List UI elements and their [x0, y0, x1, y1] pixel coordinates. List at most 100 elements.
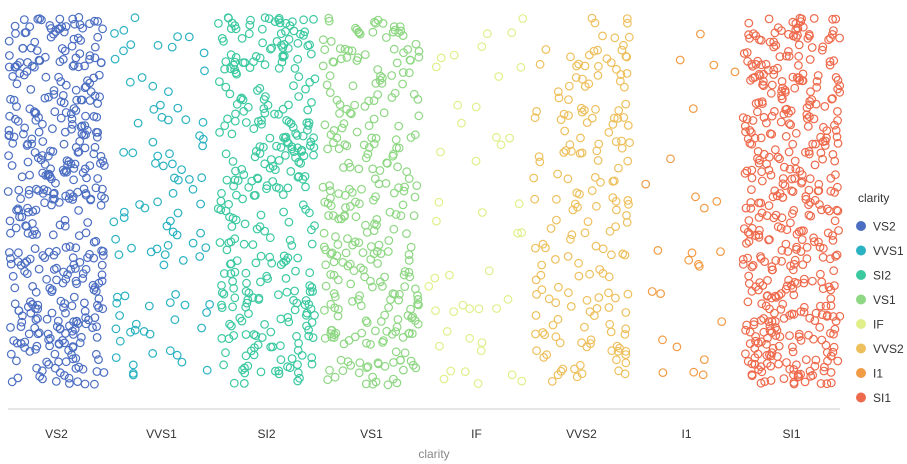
- data-point: [90, 16, 99, 26]
- data-point: [458, 300, 468, 310]
- data-point: [29, 107, 39, 116]
- data-point: [573, 202, 582, 212]
- data-point: [239, 379, 249, 388]
- data-point: [773, 63, 782, 73]
- data-point: [339, 339, 349, 349]
- data-point: [25, 22, 35, 32]
- data-point: [621, 324, 631, 334]
- data-point: [539, 353, 549, 362]
- data-point: [127, 243, 136, 253]
- data-point: [574, 271, 584, 281]
- data-point: [802, 114, 812, 123]
- data-point: [389, 44, 399, 54]
- data-point: [276, 142, 286, 152]
- data-point: [772, 325, 782, 335]
- data-point: [94, 70, 104, 80]
- data-point: [614, 366, 623, 376]
- data-point: [68, 14, 78, 24]
- data-point: [310, 310, 319, 320]
- data-point: [399, 270, 409, 280]
- data-point: [167, 42, 177, 52]
- data-point: [221, 57, 231, 66]
- data-point: [64, 157, 74, 167]
- data-point: [303, 125, 312, 135]
- data-point: [305, 281, 315, 291]
- data-point: [293, 376, 303, 386]
- data-point: [308, 333, 318, 343]
- data-point: [20, 28, 30, 38]
- data-point: [750, 72, 760, 82]
- data-point: [537, 285, 547, 295]
- data-point: [771, 256, 781, 265]
- data-point: [383, 247, 393, 256]
- data-point: [596, 177, 605, 187]
- data-point: [531, 329, 540, 339]
- data-point: [376, 71, 385, 81]
- data-point: [293, 54, 303, 64]
- data-point: [362, 318, 372, 328]
- data-point: [404, 68, 414, 78]
- data-point: [304, 331, 314, 341]
- data-point: [197, 173, 207, 183]
- data-point: [797, 178, 806, 188]
- data-point: [747, 185, 756, 195]
- data-point: [537, 260, 547, 270]
- data-point: [231, 190, 241, 200]
- data-point: [18, 43, 28, 53]
- data-point: [750, 344, 760, 353]
- data-point: [551, 298, 561, 308]
- data-point: [76, 36, 86, 45]
- data-point: [214, 77, 224, 86]
- data-point: [277, 40, 286, 50]
- data-point: [826, 368, 836, 377]
- data-point: [56, 113, 66, 123]
- legend-item-vvs2: VVS2: [856, 342, 904, 356]
- data-point: [78, 364, 88, 374]
- data-point: [71, 243, 81, 253]
- data-point: [816, 269, 825, 279]
- data-point: [749, 320, 759, 330]
- data-point: [813, 71, 823, 80]
- data-point: [709, 60, 719, 70]
- legend-label: VS2: [873, 220, 896, 234]
- data-point: [405, 55, 415, 65]
- data-point: [299, 15, 309, 25]
- data-point: [612, 64, 621, 74]
- data-point: [604, 303, 614, 312]
- data-point: [348, 297, 357, 306]
- data-point: [779, 109, 789, 119]
- data-point: [61, 357, 71, 367]
- data-point: [400, 267, 410, 276]
- legend-label: I1: [873, 367, 883, 381]
- data-point: [621, 358, 631, 368]
- data-point: [404, 174, 414, 184]
- data-point: [477, 338, 487, 348]
- points-si1: [738, 13, 845, 389]
- data-point: [745, 327, 755, 337]
- data-point: [532, 290, 541, 299]
- data-point: [688, 104, 698, 113]
- data-point: [818, 154, 827, 164]
- data-point: [198, 117, 208, 127]
- data-point: [778, 299, 788, 309]
- data-point: [614, 106, 624, 115]
- data-point: [386, 295, 395, 305]
- data-point: [61, 308, 70, 318]
- data-point: [8, 271, 18, 281]
- data-point: [305, 141, 315, 151]
- data-point: [808, 276, 817, 286]
- data-point: [806, 87, 815, 97]
- data-point: [25, 170, 35, 180]
- data-point: [163, 240, 173, 250]
- data-point: [371, 78, 381, 88]
- data-point: [120, 291, 130, 301]
- data-point: [329, 138, 338, 148]
- data-point: [301, 182, 310, 192]
- data-point: [370, 174, 380, 184]
- data-point: [585, 269, 594, 279]
- data-point: [760, 257, 769, 267]
- legend-item-i1: I1: [856, 367, 883, 381]
- data-point: [833, 206, 843, 216]
- data-point: [400, 348, 410, 358]
- data-point: [541, 45, 551, 54]
